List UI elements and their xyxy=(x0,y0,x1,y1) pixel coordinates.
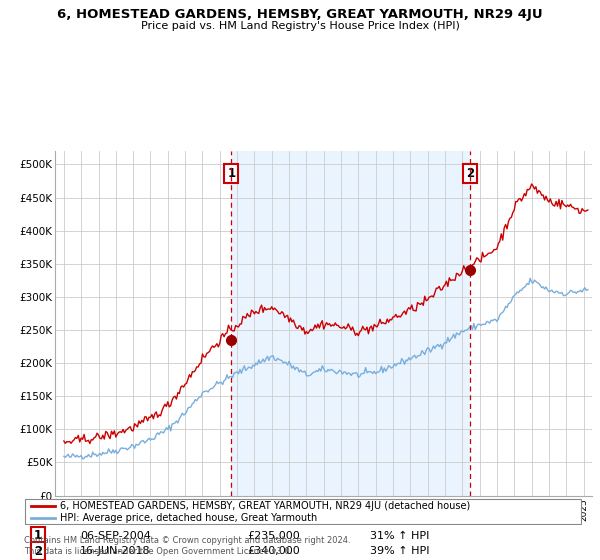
Text: £340,000: £340,000 xyxy=(247,546,300,556)
Text: 16-JUN-2018: 16-JUN-2018 xyxy=(80,546,151,556)
Text: Price paid vs. HM Land Registry's House Price Index (HPI): Price paid vs. HM Land Registry's House … xyxy=(140,21,460,31)
Text: 1: 1 xyxy=(34,529,42,542)
Bar xyxy=(232,151,470,496)
Text: Contains HM Land Registry data © Crown copyright and database right 2024.
This d: Contains HM Land Registry data © Crown c… xyxy=(24,536,350,556)
Text: 2: 2 xyxy=(466,167,475,180)
Text: £235,000: £235,000 xyxy=(247,531,300,541)
Text: 6, HOMESTEAD GARDENS, HEMSBY, GREAT YARMOUTH, NR29 4JU: 6, HOMESTEAD GARDENS, HEMSBY, GREAT YARM… xyxy=(57,8,543,21)
Text: HPI: Average price, detached house, Great Yarmouth: HPI: Average price, detached house, Grea… xyxy=(60,513,317,523)
Text: 31% ↑ HPI: 31% ↑ HPI xyxy=(370,531,430,541)
FancyBboxPatch shape xyxy=(25,500,581,524)
Text: 6, HOMESTEAD GARDENS, HEMSBY, GREAT YARMOUTH, NR29 4JU (detached house): 6, HOMESTEAD GARDENS, HEMSBY, GREAT YARM… xyxy=(60,501,470,511)
Text: 2: 2 xyxy=(34,545,42,558)
Text: 39% ↑ HPI: 39% ↑ HPI xyxy=(370,546,430,556)
Text: 06-SEP-2004: 06-SEP-2004 xyxy=(80,531,151,541)
Text: 1: 1 xyxy=(227,167,235,180)
